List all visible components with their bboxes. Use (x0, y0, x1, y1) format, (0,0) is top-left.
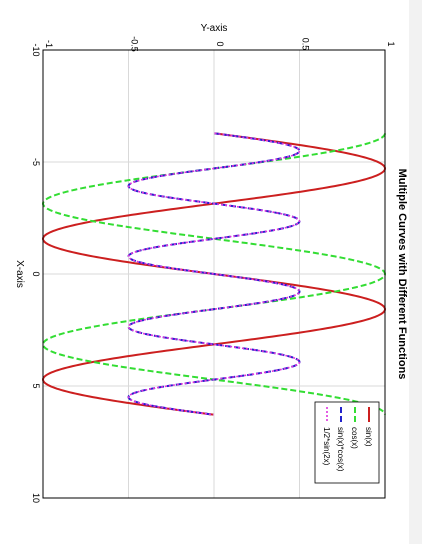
y-tick-label: -1 (44, 40, 54, 48)
y-axis-label: Y-axis (201, 23, 228, 34)
y-tick-label: 0 (215, 41, 225, 46)
x-tick-label: -5 (31, 158, 41, 166)
y-tick-label: -0.5 (130, 36, 140, 52)
legend-label: 1/2*sin(2x) (322, 427, 331, 466)
x-tick-label: 5 (31, 383, 41, 388)
series-line-4 (127, 132, 301, 416)
legend-label: cos(x) (350, 427, 359, 449)
page-scrollbar[interactable] (409, 0, 422, 544)
plot-frame (42, 49, 386, 499)
y-tick-label: 1 (386, 41, 396, 46)
tick-labels: -10 -5 0 5 10 -1 -0.5 0 0.5 1 (31, 36, 396, 503)
x-axis-label: X-axis (14, 260, 25, 288)
legend: sin(x) cos(x) sin(x)*cos(x) 1/2*sin(2x) (314, 401, 380, 484)
x-tick-label: -10 (31, 43, 41, 56)
chart-title: Multiple Curves with Different Functions (396, 169, 408, 380)
y-tick-label: 0.5 (301, 38, 311, 51)
legend-label: sin(x) (364, 427, 373, 447)
x-tick-label: 0 (31, 271, 41, 276)
legend-label: sin(x)*cos(x) (336, 427, 345, 472)
x-tick-label: 10 (31, 493, 41, 503)
